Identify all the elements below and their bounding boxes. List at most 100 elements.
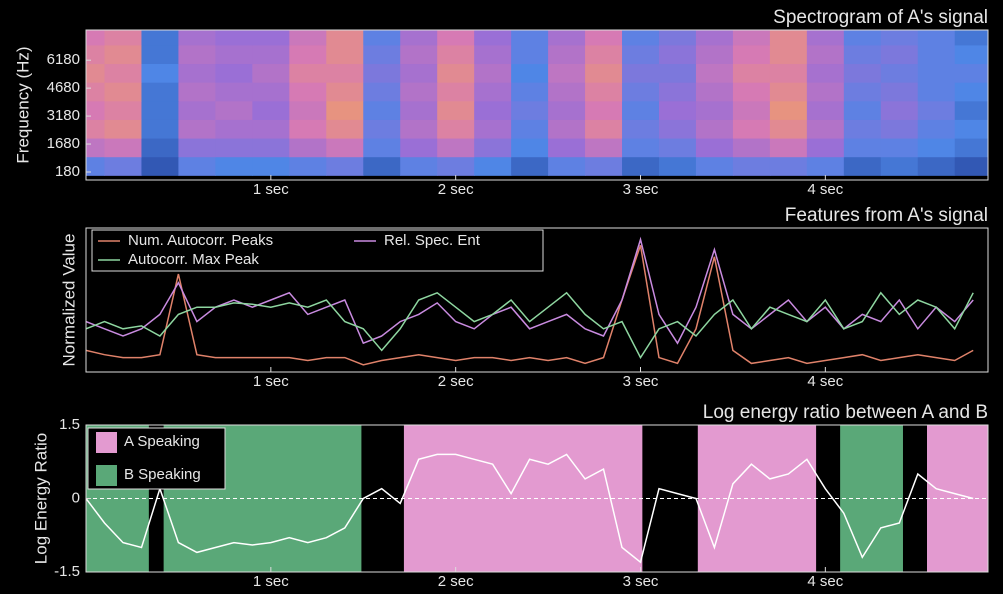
heatmap-cell (695, 100, 734, 120)
heatmap-cell (474, 119, 512, 139)
heatmap-cell (880, 44, 919, 65)
heatmap-cell (622, 63, 660, 83)
chart-title: Log energy ratio between A and B (703, 402, 988, 423)
y-tick-label: 1.5 (59, 416, 80, 433)
heatmap-cell (548, 156, 586, 176)
heatmap-cell (585, 156, 623, 176)
heatmap-cell (548, 44, 586, 65)
heatmap-cell (880, 30, 919, 46)
heatmap-cell (658, 63, 697, 83)
heatmap-cell (104, 100, 142, 120)
heatmap-cell (695, 30, 734, 46)
x-tick-label: 4 sec (807, 181, 843, 198)
heatmap-cell (86, 63, 105, 83)
heatmap-cell (289, 156, 327, 176)
heatmap-cell (437, 156, 475, 176)
heatmap-cell (954, 138, 988, 158)
heatmap-cell (511, 30, 549, 46)
heatmap-cell (141, 119, 179, 139)
data-line (86, 245, 974, 366)
heatmap-cell (585, 100, 623, 120)
heatmap-cell (769, 82, 808, 102)
heatmap-cell (437, 119, 475, 139)
heatmap-cell (954, 30, 988, 46)
heatmap-cell (511, 138, 549, 158)
heatmap-cell (289, 44, 327, 65)
heatmap-cell (622, 156, 660, 176)
heatmap-cell (252, 138, 290, 158)
heatmap-cell (474, 100, 512, 120)
heatmap-cell (252, 100, 290, 120)
heatmap-cell (363, 44, 401, 65)
heatmap-cell (806, 119, 845, 139)
heatmap-cell (86, 44, 105, 65)
chart-title: Spectrogram of A's signal (773, 7, 988, 28)
heatmap-cell (695, 138, 734, 158)
heatmap-cell (141, 63, 179, 83)
heatmap-cell (806, 156, 845, 176)
heatmap-cell (86, 138, 105, 158)
heatmap-cell (437, 138, 475, 158)
heatmap-cell (769, 30, 808, 46)
heatmap-cell (141, 138, 179, 158)
heatmap-cell (86, 82, 105, 102)
heatmap-cell (215, 63, 253, 83)
y-tick-label: -1.5 (54, 563, 80, 580)
heatmap-cell (141, 44, 179, 65)
heatmap-cell (880, 119, 919, 139)
heatmap-cell (769, 63, 808, 83)
heatmap-cell (548, 82, 586, 102)
heatmap-cell (400, 82, 438, 102)
heatmap-cell (178, 100, 216, 120)
heatmap-cell (622, 100, 660, 120)
heatmap-cell (400, 119, 438, 139)
heatmap-cell (954, 119, 988, 139)
heatmap-cell (215, 119, 253, 139)
heatmap-cell (437, 82, 475, 102)
heatmap-cell (326, 44, 364, 65)
heatmap-cell (843, 63, 882, 83)
heatmap-cell (215, 30, 253, 46)
heatmap-cell (363, 100, 401, 120)
plot-area (86, 30, 988, 176)
x-tick-label: 2 sec (438, 181, 474, 198)
data-line (86, 453, 974, 564)
heatmap-cell (252, 44, 290, 65)
heatmap-cell (954, 44, 988, 65)
heatmap-cell (141, 100, 179, 120)
legend-label: Num. Autocorr. Peaks (128, 232, 273, 249)
heatmap-cell (363, 82, 401, 102)
heatmap-cell (622, 138, 660, 158)
heatmap-cell (474, 30, 512, 46)
legend-label: Autocorr. Max Peak (128, 251, 259, 268)
heatmap-cell (954, 82, 988, 102)
heatmap-cell (104, 82, 142, 102)
heatmap-cell (732, 119, 771, 139)
heatmap-cell (437, 63, 475, 83)
heatmap-cell (843, 82, 882, 102)
heatmap-cell (289, 119, 327, 139)
heatmap-cell (474, 44, 512, 65)
heatmap-cell (585, 82, 623, 102)
heatmap-cell (917, 30, 956, 46)
legend-swatch (96, 432, 117, 453)
heatmap-cell (806, 63, 845, 83)
y-tick-label: 4680 (47, 79, 80, 96)
heatmap-cell (178, 82, 216, 102)
heatmap-cell (104, 30, 142, 46)
heatmap-cell (548, 30, 586, 46)
heatmap-cell (880, 63, 919, 83)
heatmap-cell (695, 63, 734, 83)
x-tick-label: 2 sec (438, 373, 474, 390)
heatmap-cell (86, 156, 105, 176)
x-tick-label: 3 sec (623, 573, 659, 590)
heatmap-cell (363, 63, 401, 83)
heatmap-cell (622, 44, 660, 65)
heatmap-cell (289, 138, 327, 158)
heatmap-cell (400, 100, 438, 120)
heatmap-cell (843, 119, 882, 139)
heatmap-cell (622, 30, 660, 46)
heatmap-cell (326, 138, 364, 158)
heatmap-cell (252, 156, 290, 176)
